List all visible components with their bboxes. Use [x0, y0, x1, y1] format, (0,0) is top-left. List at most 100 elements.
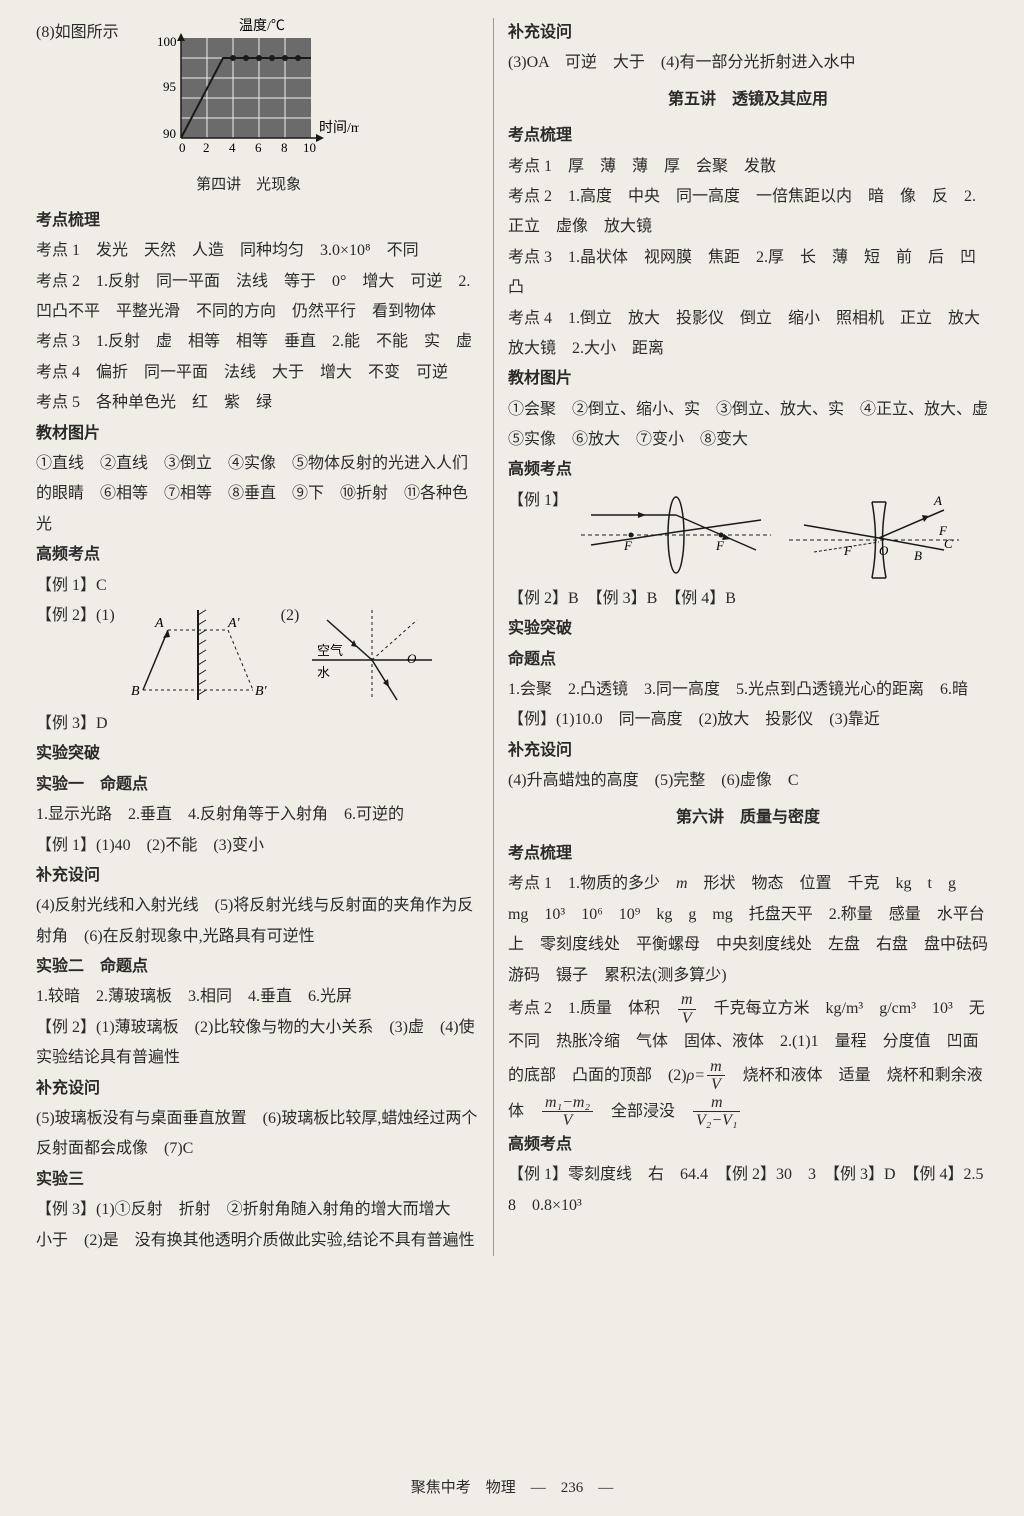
svg-text:F: F: [715, 538, 725, 553]
ex2b: 【例 2】(1)薄玻璃板 (2)比较像与物的大小关系 (3)虚 (4)使实验结论…: [36, 1013, 479, 1074]
mtd: 1.会聚 2.凸透镜 3.同一高度 5.光点到凸透镜光心的距离 6.暗: [508, 675, 988, 705]
frac-mv2-den: V: [707, 1076, 725, 1094]
bcsw2-r: (4)升高蜡烛的高度 (5)完整 (6)虚像 C: [508, 766, 988, 796]
kd6-2a: 考点 2 1.质量 体积: [508, 1000, 676, 1017]
kd2: 考点 2 1.反射 同一平面 法线 等于 0° 增大 可逆 2.凹凸不平 平整光…: [36, 267, 479, 328]
heading-jctp-r: 教材图片: [508, 364, 988, 394]
svg-text:F: F: [843, 543, 853, 558]
kd6-2d: 全部浸没: [595, 1102, 691, 1119]
heading-mtd: 命题点: [508, 645, 988, 675]
ytick-100: 100: [157, 34, 177, 49]
r-kd3: 考点 3 1.晶状体 视网膜 焦距 2.厚 长 薄 短 前 后 凹 凸: [508, 243, 988, 304]
refraction-diagram: 空气 水 O: [307, 605, 437, 705]
chart-bg: [181, 38, 311, 138]
sy2: 1.较暗 2.薄玻璃板 3.相同 4.垂直 6.光屏: [36, 982, 479, 1012]
frac-mvdiff-num: m: [693, 1094, 740, 1113]
kd4: 考点 4 偏折 同一平面 法线 大于 增大 不变 可逆: [36, 358, 479, 388]
heading-gpkd: 高频考点: [36, 540, 479, 570]
svg-text:B: B: [914, 548, 922, 563]
xtick-2: 2: [203, 140, 210, 155]
sy3-heading: 实验三: [36, 1165, 479, 1195]
frac-mv: mV: [678, 991, 696, 1027]
left-column: (8)如图所示 温度/℃ 100 95 90: [36, 18, 493, 1256]
ytick-95: 95: [163, 79, 176, 94]
right-column: 补充设问 (3)OA 可逆 大于 (4)有一部分光折射进入水中 第五讲 透镜及其…: [493, 18, 988, 1256]
frac-mvdiff-den: V₂−V₁: [693, 1112, 740, 1130]
frac-mv-num: m: [678, 991, 696, 1010]
heading-jctp: 教材图片: [36, 419, 479, 449]
concave-lens-diagram: A F O B C F: [784, 490, 964, 580]
xlabel: 时间/min: [319, 120, 359, 136]
ex1: 【例 1】C: [36, 571, 479, 601]
kd1: 考点 1 发光 天然 人造 同种均匀 3.0×10⁸ 不同: [36, 236, 479, 266]
svg-text:O: O: [407, 651, 417, 666]
svg-text:空气: 空气: [317, 643, 343, 658]
heading-gpkd-r: 高频考点: [508, 455, 988, 485]
ex3b: 【例 3】(1)①反射 折射 ②折射角随入射角的增大而增大 小于 (2)是 没有…: [36, 1195, 479, 1256]
svg-text:A: A: [933, 493, 942, 508]
heading-gpkd2: 高频考点: [508, 1130, 988, 1160]
svg-text:水: 水: [317, 665, 330, 680]
r-kd1: 考点 1 厚 薄 薄 厚 会聚 发散: [508, 152, 988, 182]
kd6-1: 考点 1 1.物质的多少 m 形状 物态 位置 千克 kg t g mg 10³…: [508, 869, 988, 991]
kd3: 考点 3 1.反射 虚 相等 相等 垂直 2.能 不能 实 虚: [36, 327, 479, 357]
var-m: m: [676, 875, 688, 892]
ex2-row: 【例 2】(1) A A′ B: [36, 601, 479, 709]
ex-shiyan: 【例】(1)10.0 同一高度 (2)放大 投影仪 (3)靠近: [508, 705, 988, 735]
mirror-diagram: A A′ B B′: [123, 605, 273, 705]
ylabel: 温度/℃: [239, 18, 285, 34]
ex2-label: 【例 2】(1): [36, 601, 115, 631]
heading-sytp: 实验突破: [36, 739, 479, 769]
heading-kaodian: 考点梳理: [36, 206, 479, 236]
figure-row: (8)如图所示 温度/℃ 100 95 90: [36, 18, 479, 206]
ex1-label: 【例 1】: [508, 486, 568, 516]
frac-m12-num: m₁−m₂: [542, 1094, 593, 1113]
kd5: 考点 5 各种单色光 红 紫 绿: [36, 388, 479, 418]
page-footer: 聚焦中考 物理 — 236 —: [0, 1474, 1024, 1503]
ex1b: 【例 1】(1)40 (2)不能 (3)变小: [36, 831, 479, 861]
ytick-90: 90: [163, 126, 176, 141]
ex1-lens-row: 【例 1】 F F A: [508, 486, 988, 584]
heading-kdsl-r: 考点梳理: [508, 121, 988, 151]
y-arrow: [177, 33, 185, 41]
bcsw2: (5)玻璃板没有与桌面垂直放置 (6)玻璃板比较厚,蜡烛经过两个反射面都会成像 …: [36, 1104, 479, 1165]
xtick-8: 8: [281, 140, 288, 155]
line-chart-svg: 温度/℃ 100 95 90: [139, 18, 359, 158]
svg-text:F: F: [938, 523, 948, 538]
svg-text:O: O: [879, 543, 889, 558]
kd6-1a: 考点 1 1.物质的多少: [508, 875, 676, 892]
heading-bcsw2-r: 补充设问: [508, 736, 988, 766]
chart-caption: 第四讲 光现象: [139, 171, 359, 200]
xtick-4: 4: [229, 140, 236, 155]
svg-text:C: C: [944, 536, 953, 551]
convex-lens-diagram: F F: [576, 490, 776, 580]
heading-bcsw2: 补充设问: [36, 1074, 479, 1104]
frac-m12-den: V: [542, 1112, 593, 1130]
ex2-label2: (2): [281, 601, 300, 631]
temperature-chart: 温度/℃ 100 95 90: [139, 18, 359, 200]
title-lecture6: 第六讲 质量与密度: [508, 803, 988, 833]
sy2-heading: 实验二 命题点: [36, 952, 479, 982]
bcsw-r: (3)OA 可逆 大于 (4)有一部分光折射进入水中: [508, 48, 988, 78]
kd6-2: 考点 2 1.质量 体积 mV 千克每立方米 kg/m³ g/cm³ 10³ 无…: [508, 991, 988, 1130]
two-column-layout: (8)如图所示 温度/℃ 100 95 90: [36, 18, 988, 1256]
frac-mv2-num: m: [707, 1058, 725, 1077]
heading-sytp-r: 实验突破: [508, 614, 988, 644]
svg-text:B: B: [131, 684, 140, 699]
sy1: 1.显示光路 2.垂直 4.反射角等于入射角 6.可逆的: [36, 800, 479, 830]
heading-bcsw1: 补充设问: [36, 861, 479, 891]
bcsw1: (4)反射光线和入射光线 (5)将反射光线与反射面的夹角作为反射角 (6)在反射…: [36, 891, 479, 952]
xtick-10: 10: [303, 140, 316, 155]
xtick-0: 0: [179, 140, 186, 155]
frac-m12: m₁−m₂V: [542, 1094, 593, 1130]
r-jctp: ①会聚 ②倒立、缩小、实 ③倒立、放大、实 ④正立、放大、虚 ⑤实像 ⑥放大 ⑦…: [508, 395, 988, 456]
ex234: 【例 2】B 【例 3】B 【例 4】B: [508, 584, 988, 614]
frac-mv-den: V: [678, 1010, 696, 1028]
sy1-heading: 实验一 命题点: [36, 770, 479, 800]
title-lecture5: 第五讲 透镜及其应用: [508, 85, 988, 115]
frac-mv2: mV: [707, 1058, 725, 1094]
svg-text:A: A: [154, 616, 164, 631]
line-8-label: (8)如图所示: [36, 18, 119, 48]
svg-text:A′: A′: [227, 616, 241, 631]
r-kd2: 考点 2 1.高度 中央 同一高度 一倍焦距以内 暗 像 反 2.正立 虚像 放…: [508, 182, 988, 243]
